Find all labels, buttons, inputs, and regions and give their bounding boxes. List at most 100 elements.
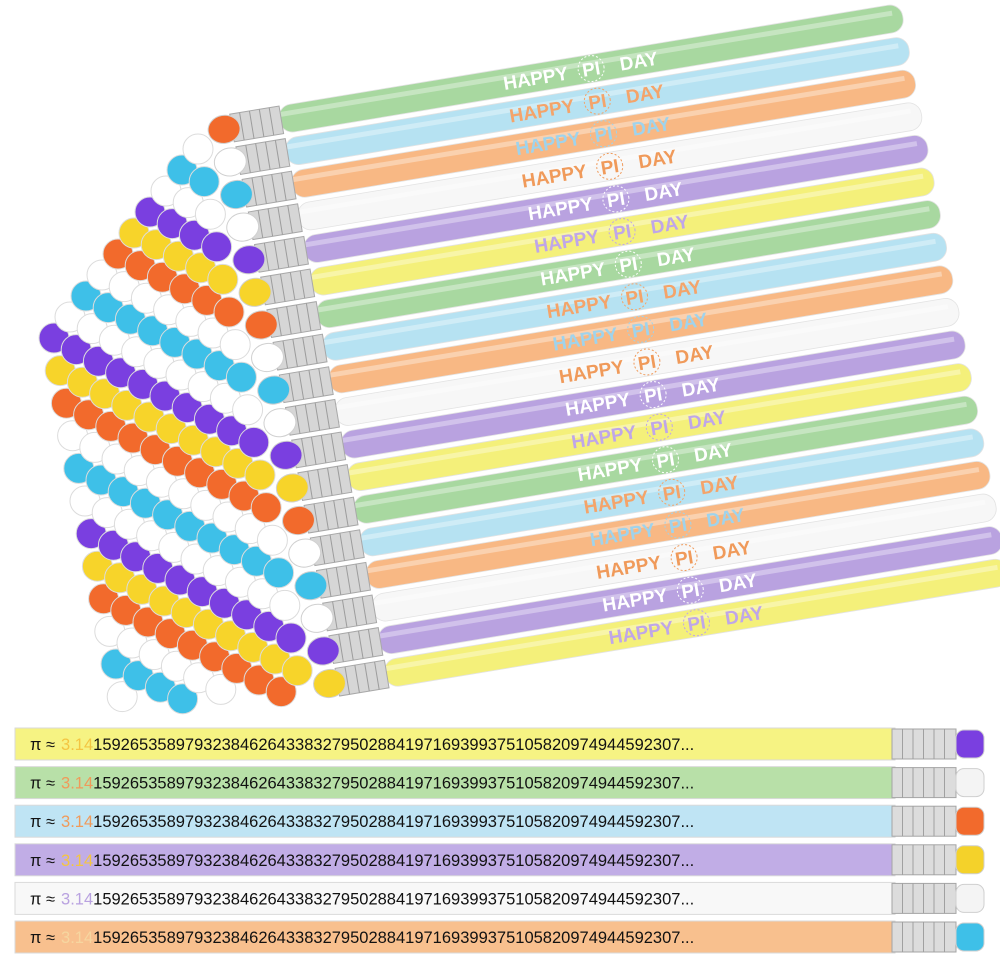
pencil-text: PI <box>674 547 695 571</box>
pi-badge <box>608 218 636 246</box>
ferrule-ridge <box>288 373 295 402</box>
ferrule-ridge <box>324 400 331 429</box>
pencil-body <box>14 843 896 877</box>
pi-badge <box>633 348 661 376</box>
pi-badge <box>645 413 673 441</box>
pencil-body <box>14 804 896 838</box>
ferrule-ridge <box>305 303 312 331</box>
pencil-shine <box>342 336 955 443</box>
pi-text: π ≈ 3.14159265358979323846264338327950288… <box>30 775 694 793</box>
pi-text: π ≈ 3.14159265358979323846264338327950288… <box>30 852 694 870</box>
ferrule-ridge <box>354 665 360 693</box>
ferrule-ridge <box>345 565 352 594</box>
eraser <box>282 505 315 536</box>
back-eraser <box>194 198 226 230</box>
eraser <box>955 883 985 913</box>
pencil-text: PI <box>643 384 664 408</box>
pi-prefix: π ≈ <box>30 775 55 793</box>
ferrule-ridge <box>348 632 354 661</box>
pencil-shine <box>292 75 905 183</box>
pencil-shine <box>286 43 899 150</box>
pencil-text: PI <box>618 254 639 278</box>
eraser <box>300 603 334 633</box>
pi-lead: 3.14 <box>61 775 93 793</box>
back-eraser <box>201 231 233 263</box>
pi-lead: 3.14 <box>61 736 93 754</box>
ferrule-ridge <box>261 176 267 204</box>
ferrule-ridge <box>358 630 364 659</box>
eraser <box>306 636 340 666</box>
pencil-text: PI <box>581 58 602 82</box>
eraser <box>955 768 985 798</box>
pi-badge <box>627 315 655 343</box>
eraser <box>288 538 322 568</box>
pencil-shine <box>329 271 943 378</box>
eraser <box>294 571 328 601</box>
pi-digits: 1592653589793238462643383279502884197169… <box>93 736 694 754</box>
pencil-shine <box>323 238 936 346</box>
pi-badge <box>639 381 667 409</box>
pencil-text: PI <box>624 286 645 310</box>
pencil: HAPPY PI DAY <box>220 69 917 210</box>
eraser <box>263 408 297 438</box>
ferrule-ridge <box>277 207 283 235</box>
ferrule-ridge <box>314 402 321 431</box>
pencil-text: PI <box>661 482 682 506</box>
back-eraser <box>106 681 138 713</box>
pencil-text: PI <box>612 221 633 245</box>
pencil-text: PI <box>599 156 620 180</box>
pencil-body <box>14 766 896 800</box>
pi-text: π ≈ 3.14159265358979323846264338327950288… <box>30 929 694 947</box>
ferrule-ridge <box>302 337 308 366</box>
ferrule-ridge <box>276 308 282 336</box>
pencil: HAPPY PI DAY <box>251 232 948 373</box>
ferrule-ridge <box>330 433 337 462</box>
ferrule-ridge <box>364 663 370 692</box>
ferrule-ridge <box>257 210 264 239</box>
ferrule-ridge <box>349 531 355 560</box>
back-eraser <box>281 655 313 687</box>
pencil: HAPPY PI DAY <box>269 330 966 470</box>
pencil-text: PI <box>668 515 689 539</box>
pencil-shine <box>317 206 930 313</box>
pencil: HAPPY PI DAY <box>244 200 941 340</box>
ferrule-ridge <box>351 598 358 626</box>
ferrule-ridge <box>248 110 255 139</box>
ferrule-ridge <box>310 436 317 465</box>
ferrule-ridge <box>245 145 251 173</box>
pencil: HAPPY PI DAY <box>288 428 985 568</box>
eraser <box>313 668 346 699</box>
ferrule-ridge <box>251 177 258 206</box>
back-eraser <box>213 296 245 328</box>
pi-badge <box>676 576 704 604</box>
ferrule-ridge <box>271 174 277 203</box>
pencil-body <box>14 727 896 761</box>
eraser <box>244 310 278 340</box>
ferrule-ridge <box>319 536 326 565</box>
pencil-body <box>14 920 896 954</box>
back-eraser <box>250 492 282 524</box>
ferrule-ridge <box>279 273 286 302</box>
pencil-text: PI <box>655 449 676 473</box>
pi-badge <box>590 120 618 148</box>
pi-digits: 1592653589793238462643383279502884197169… <box>93 813 694 831</box>
ferrule-ridge <box>292 339 298 367</box>
back-eraser <box>205 673 237 705</box>
ferrule-ridge <box>307 471 313 499</box>
ferrule-ridge <box>298 371 305 400</box>
ferrule-ridge <box>286 306 292 335</box>
ferrule-ridge <box>296 304 302 333</box>
ferrule-ridge <box>274 140 281 168</box>
pencil-text: PI <box>649 417 670 441</box>
ferrule-ridge <box>308 370 314 398</box>
pencil: HAPPY PI DAY <box>313 558 1000 699</box>
eraser <box>220 179 253 210</box>
ferrule-ridge <box>361 596 368 625</box>
pi-badge <box>683 609 711 637</box>
pi-prefix: π ≈ <box>30 890 55 908</box>
ferrule-ridge <box>301 438 307 467</box>
ferrule-ridge <box>289 272 296 300</box>
ferrule-ridge <box>374 661 380 690</box>
pencil: HAPPY PI DAY <box>238 167 935 307</box>
pi-text: π ≈ 3.14159265358979323846264338327950288… <box>30 813 694 831</box>
